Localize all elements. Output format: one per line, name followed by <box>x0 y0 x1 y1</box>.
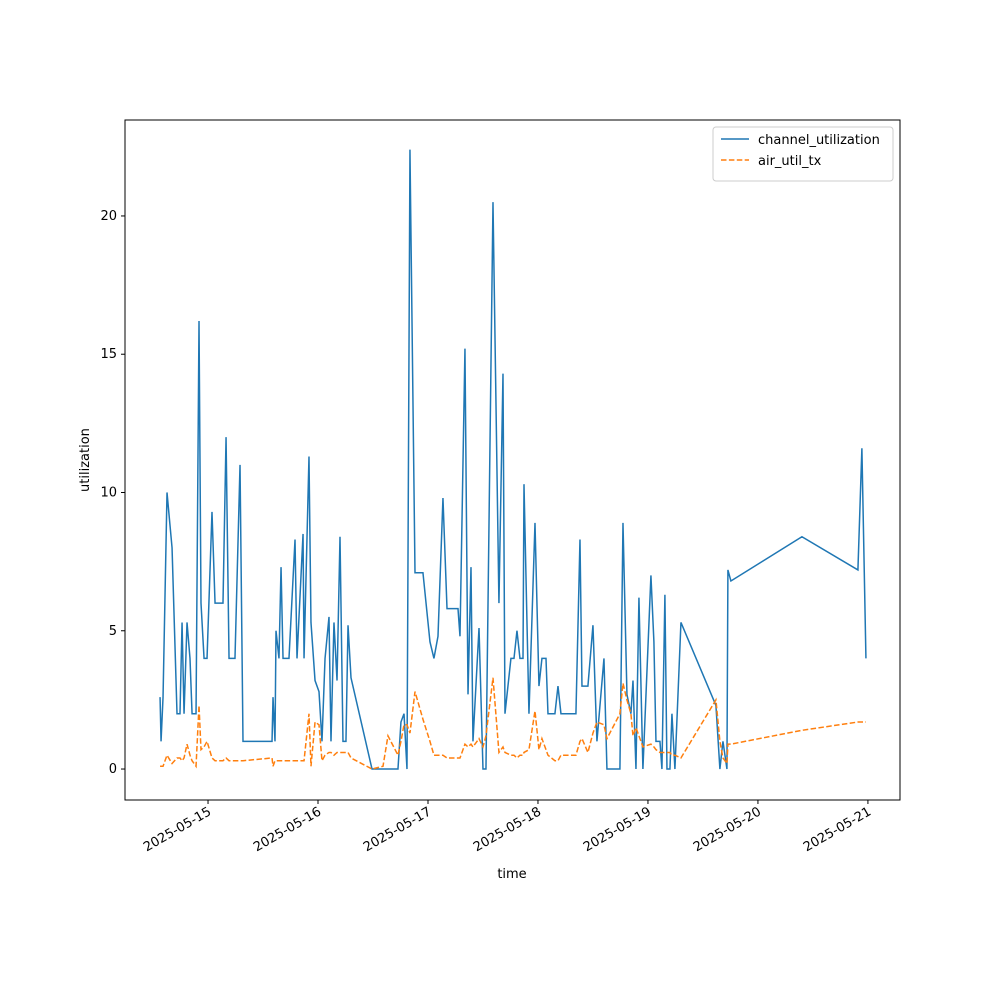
y-tick-label: 20 <box>100 209 117 224</box>
y-axis-label: utilization <box>78 428 93 492</box>
legend-label: air_util_tx <box>758 154 822 169</box>
legend-label: channel_utilization <box>758 133 880 148</box>
line-series <box>159 149 867 770</box>
line-series <box>160 677 866 770</box>
y-tick-label: 10 <box>100 485 117 500</box>
y-tick-label: 0 <box>109 762 117 777</box>
y-tick-label: 5 <box>109 624 117 639</box>
x-axis-label: time <box>497 867 526 882</box>
plot-frame <box>124 119 901 801</box>
legend-box <box>712 126 894 182</box>
y-tick-label: 15 <box>100 347 117 362</box>
